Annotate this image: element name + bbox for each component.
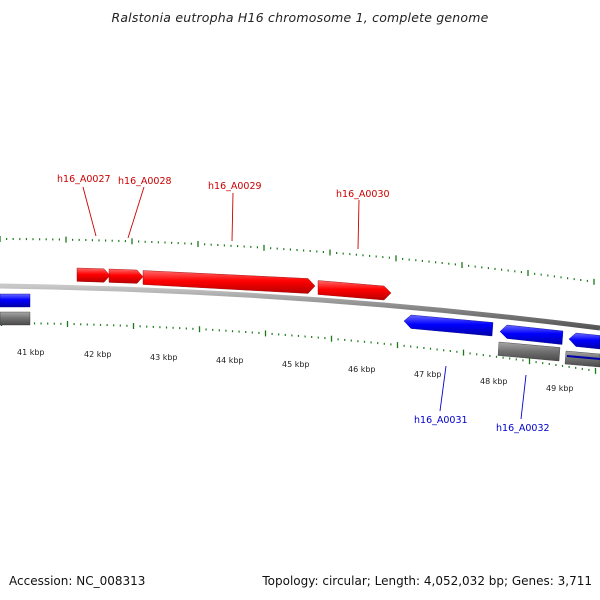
leader-h16-a0027	[82, 186, 97, 237]
leader-h16-a0031	[439, 365, 447, 412]
gray-feature-right-partial[interactable]	[564, 350, 600, 368]
gray-feature-left-partial[interactable]	[0, 311, 31, 326]
gene-arrow-h16-a0027[interactable]	[76, 267, 111, 283]
scale-labels: 41 kbp 42 kbp 43 kbp 44 kbp 45 kbp 46 kb…	[17, 348, 574, 393]
map-title: Ralstonia eutropha H16 chromosome 1, com…	[111, 10, 489, 25]
reverse-strand-genes	[0, 293, 600, 350]
upper-tick-row	[0, 236, 595, 285]
leader-h16-a0032	[520, 374, 527, 420]
gene-arrow-h16-a0029[interactable]	[142, 270, 316, 294]
gray-features	[0, 311, 600, 368]
footer-accession: Accession: NC_008313	[9, 574, 146, 588]
scale-label-49kbp: 49 kbp	[546, 384, 574, 393]
scale-label-47kbp: 47 kbp	[414, 370, 442, 379]
gene-arrow-h16-a0031[interactable]	[403, 314, 494, 337]
gene-label-h16-a0028[interactable]: h16_A0028	[118, 176, 172, 187]
gene-arrow-left-partial[interactable]	[0, 293, 31, 308]
genome-backbone	[0, 283, 600, 331]
gene-leader-lines	[82, 186, 527, 420]
gene-label-h16-a0032[interactable]: h16_A0032	[496, 423, 550, 434]
gene-arrow-right-partial[interactable]	[568, 332, 600, 350]
scale-label-43kbp: 43 kbp	[150, 353, 178, 362]
gene-labels: h16_A0027 h16_A0028 h16_A0029 h16_A0030 …	[57, 174, 550, 434]
gray-feature-h16-a0032[interactable]	[497, 341, 561, 362]
footer-genome-stats: Topology: circular; Length: 4,052,032 bp…	[262, 574, 592, 588]
gene-label-h16-a0030[interactable]: h16_A0030	[336, 189, 390, 200]
scale-label-46kbp: 46 kbp	[348, 365, 376, 374]
gene-arrow-h16-a0028[interactable]	[108, 268, 144, 284]
leader-h16-a0029	[231, 192, 234, 242]
gene-label-h16-a0031[interactable]: h16_A0031	[414, 415, 468, 426]
scale-label-48kbp: 48 kbp	[480, 377, 508, 386]
gene-arrow-h16-a0030[interactable]	[317, 280, 392, 301]
scale-label-45kbp: 45 kbp	[282, 360, 310, 369]
blue-stripe-right	[566, 355, 600, 360]
gene-arrow-h16-a0032[interactable]	[499, 324, 564, 345]
forward-strand-genes	[76, 267, 392, 301]
scale-label-44kbp: 44 kbp	[216, 356, 244, 365]
gene-label-h16-a0029[interactable]: h16_A0029	[208, 181, 262, 192]
scale-label-42kbp: 42 kbp	[84, 350, 112, 359]
lower-tick-row	[0, 320, 597, 374]
gene-label-h16-a0027[interactable]: h16_A0027	[57, 174, 111, 185]
leader-h16-a0030	[357, 199, 360, 250]
scale-label-41kbp: 41 kbp	[17, 348, 45, 357]
leader-h16-a0028	[127, 186, 145, 239]
